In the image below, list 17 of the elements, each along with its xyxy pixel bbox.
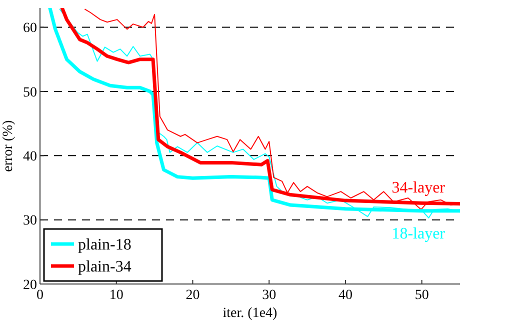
y-tick-label: 20 xyxy=(23,278,37,293)
y-tick-label: 50 xyxy=(23,85,37,100)
y-tick-label: 60 xyxy=(23,21,37,36)
x-axis-title: iter. (1e4) xyxy=(222,306,278,321)
x-tick-label: 20 xyxy=(186,288,200,303)
legend-label: plain-34 xyxy=(78,258,132,276)
x-tick-label: 10 xyxy=(109,288,124,303)
annotation: 34-layer xyxy=(392,179,446,196)
x-tick-label: 40 xyxy=(338,288,352,303)
x-tick-label: 0 xyxy=(36,288,44,303)
y-axis-title: error (%) xyxy=(1,120,16,172)
legend-label: plain-18 xyxy=(78,236,132,254)
annotation: 18-layer xyxy=(392,225,446,242)
y-tick-label: 30 xyxy=(23,214,37,229)
x-tick-label: 50 xyxy=(414,288,429,303)
x-tick-label: 30 xyxy=(262,288,276,303)
y-tick-label: 40 xyxy=(23,150,37,165)
